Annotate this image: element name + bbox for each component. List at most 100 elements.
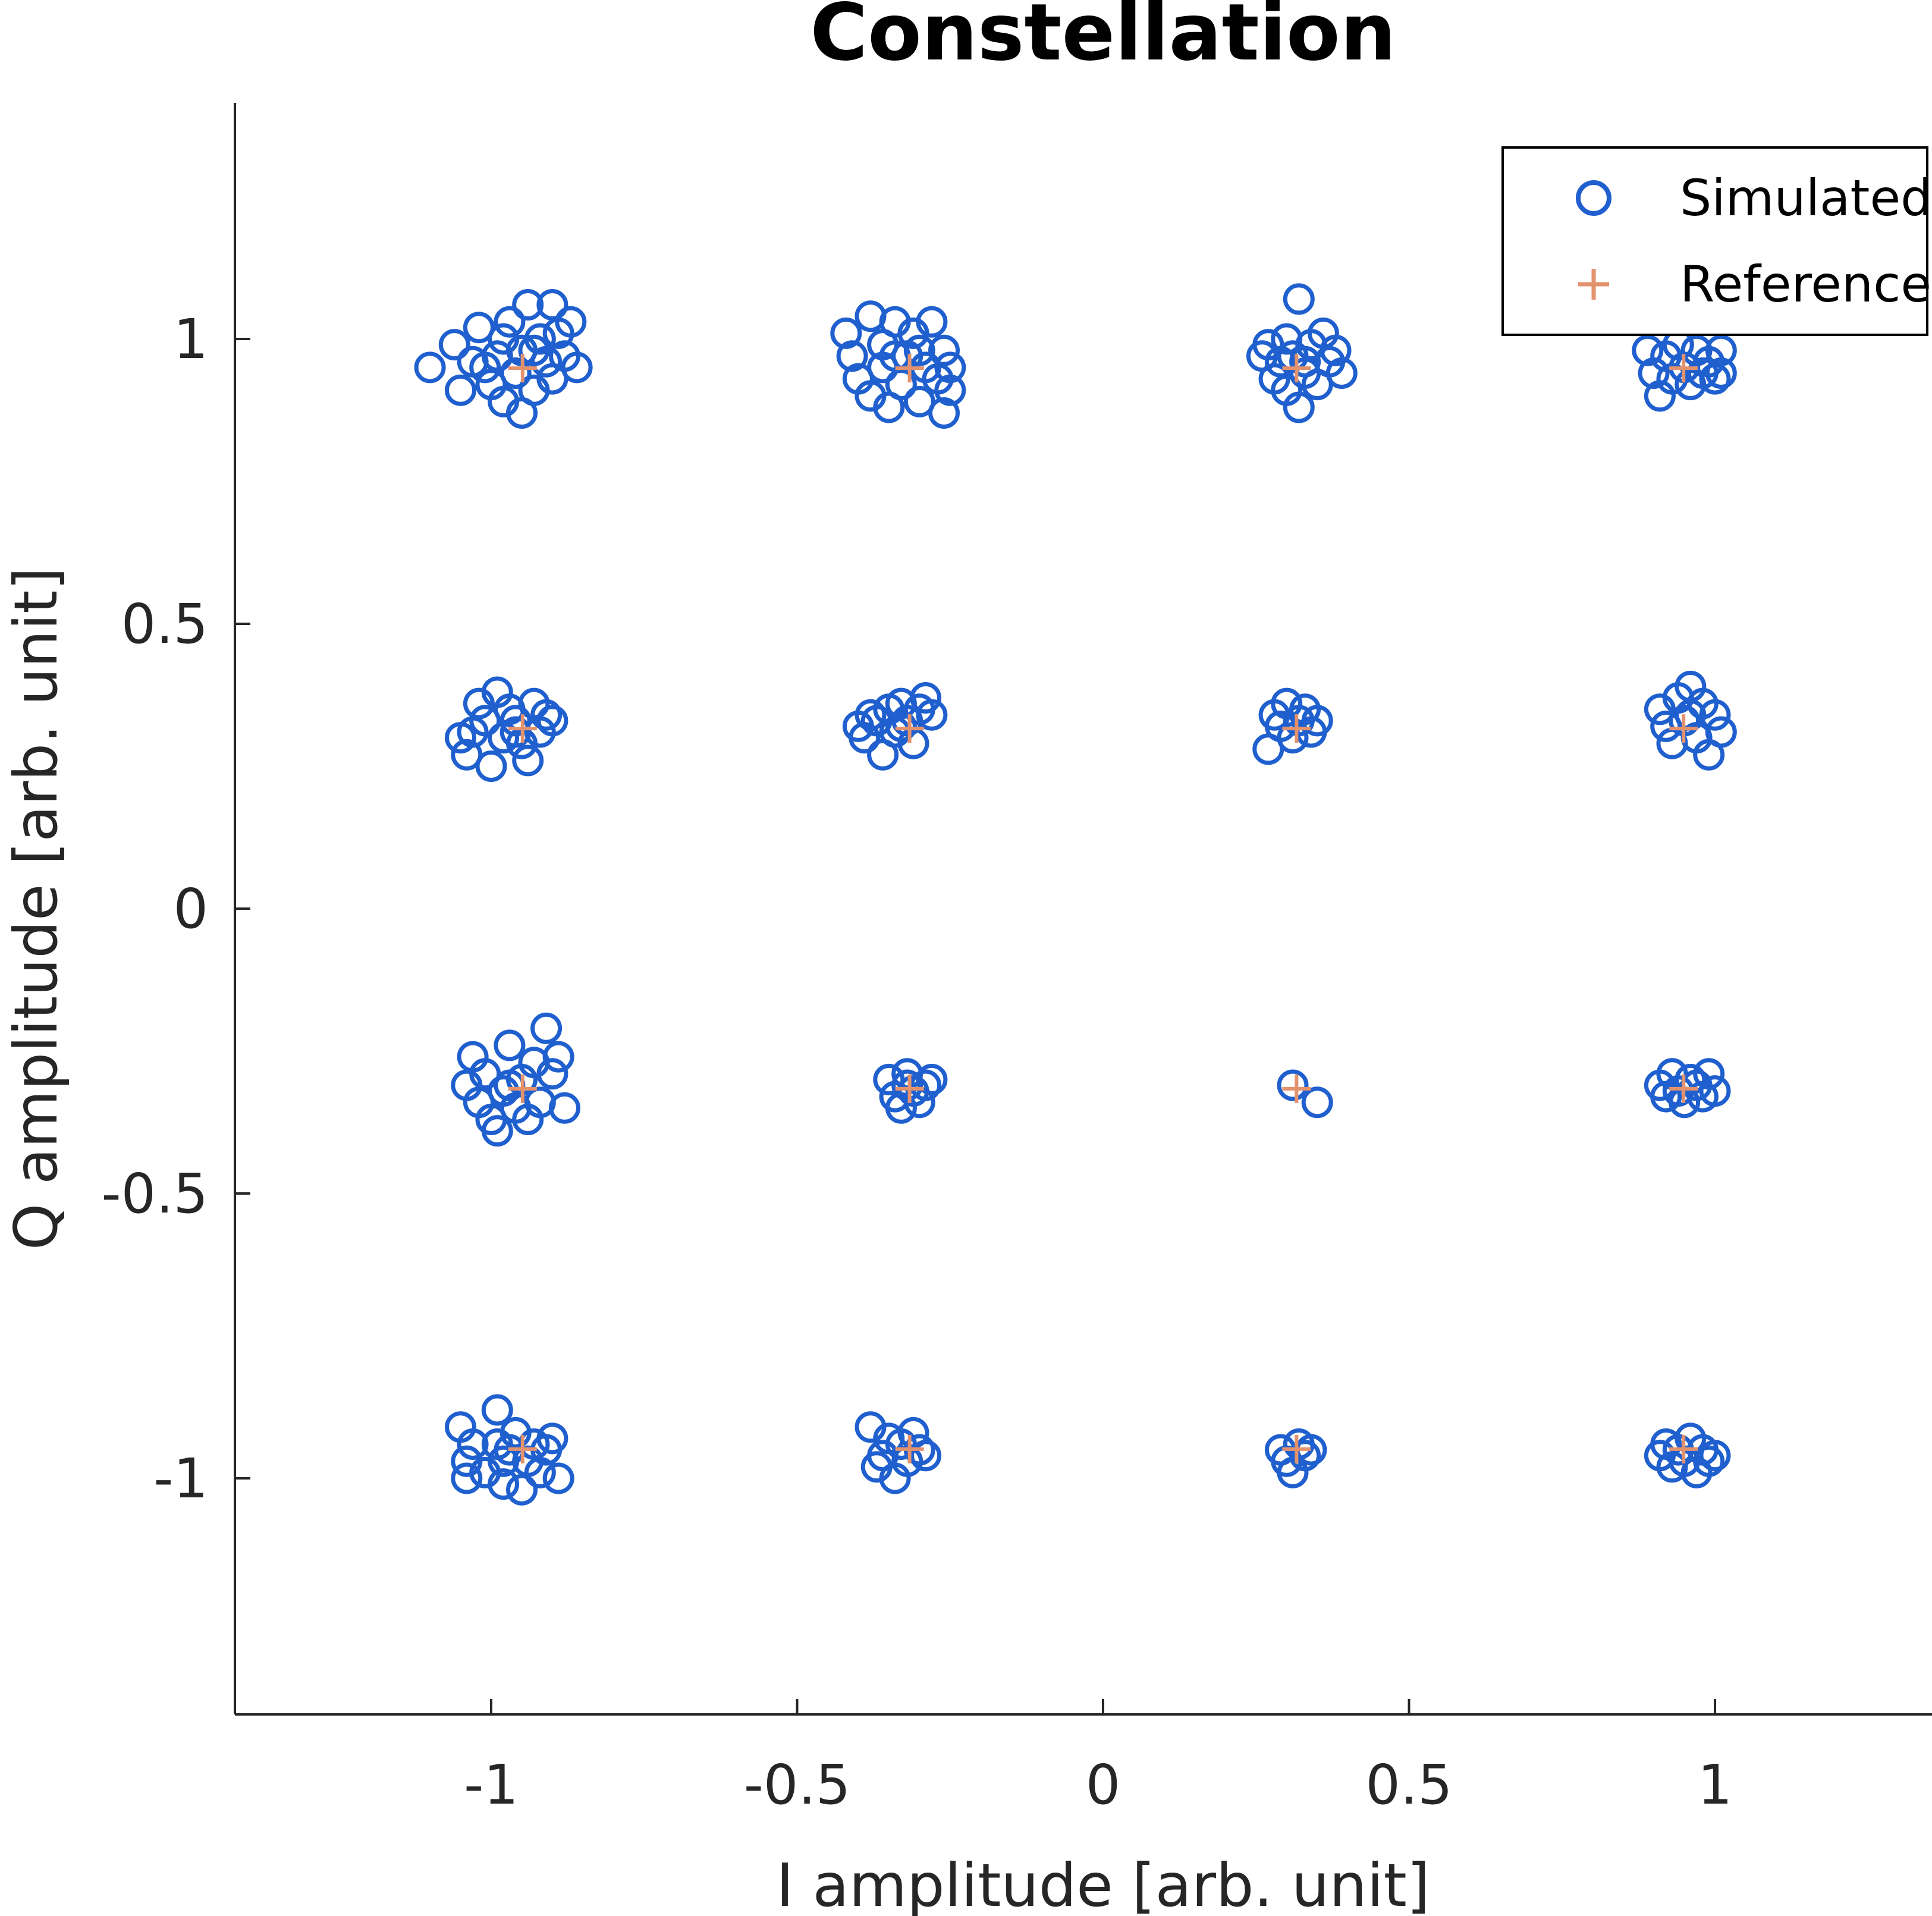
y-tick-label: -1 [153,1447,208,1510]
simulated-point [855,699,887,731]
simulated-point [451,1462,483,1494]
simulated-point [1693,1058,1725,1090]
simulated-point [494,306,526,338]
reference-point [1669,714,1698,743]
y-tick-label: 0.5 [121,592,208,656]
simulated-point [1705,716,1737,748]
simulated-point [494,1029,526,1061]
chart-title: Constellation [810,0,1396,78]
simulated-point [1705,357,1737,389]
simulated-point [518,334,550,366]
x-tick-label: -0.5 [744,1753,851,1817]
simulated-point [1289,345,1321,378]
y-tick-label: 0 [173,877,208,941]
simulated-point [530,1012,563,1044]
simulated-point [1632,334,1664,366]
reference-point [1282,714,1311,743]
simulated-point [512,745,544,777]
simulated-point [1283,283,1315,315]
simulated-point [1283,391,1315,423]
simulated-point [1699,363,1731,395]
simulated-point [561,351,593,384]
simulated-point [524,1456,556,1488]
x-tick-label: -1 [464,1753,519,1817]
simulated-point [549,1092,580,1124]
simulated-point [469,351,501,384]
simulated-point [1699,699,1731,731]
reference-point [508,1434,537,1463]
simulated-point [542,1462,574,1494]
simulated-point [414,351,446,384]
reference-point [1669,1434,1698,1463]
simulated-point [928,334,960,366]
simulated-point [536,1422,568,1455]
simulated-point [481,1394,513,1426]
reference-point [508,354,537,383]
legend: Simulated Reference [1501,146,1932,336]
simulated-point [1301,1086,1333,1119]
simulated-point [500,357,532,389]
axis-ticks: -1 -0.5 0 0.5 1 -1 -0.5 0 0.5 1 [101,307,1732,1817]
plot-area: -1 -0.5 0 0.5 1 -1 -0.5 0 0.5 1 [101,103,1932,1817]
legend-reference-label: Reference [1680,255,1931,313]
simulated-point [536,289,568,321]
simulated-point [536,705,568,737]
reference-point [508,714,537,743]
simulated-point [1699,1440,1731,1472]
reference-point [895,714,924,743]
simulated-point [1277,1069,1309,1101]
legend-simulated-marker [1576,180,1611,216]
reference-points [508,354,1698,1463]
simulated-point [928,397,960,429]
reference-point [508,1074,537,1103]
simulated-point [445,374,476,406]
simulated-point [910,1069,942,1101]
simulated-point [1699,1075,1731,1107]
y-tick-label: -0.5 [101,1162,208,1226]
simulated-point [1693,1445,1725,1477]
simulated-point [903,334,935,366]
simulated-point [506,1474,538,1506]
simulated-point [916,699,948,731]
simulated-point [830,317,862,349]
simulated-point [488,1468,520,1500]
simulated-point [934,374,966,406]
reference-point [895,1074,924,1103]
simulated-point [910,682,942,714]
legend-box [1501,146,1928,336]
simulated-point [934,351,966,384]
simulated-point [1325,357,1358,389]
reference-point [895,1434,924,1463]
simulated-point [488,323,520,355]
reference-point [1282,354,1311,383]
simulated-point [542,1041,574,1073]
simulated-point [457,1428,489,1460]
simulated-point [1705,334,1737,366]
simulated-point [916,306,948,338]
legend-simulated-label: Simulated [1680,169,1932,227]
simulated-point [475,750,507,782]
simulated-point [1289,1440,1321,1472]
x-tick-label: 0.5 [1365,1753,1452,1817]
legend-reference-marker [1578,269,1609,300]
simulated-point [836,340,868,372]
y-tick-label: 1 [173,307,208,371]
x-tick-label: 0 [1086,1753,1121,1817]
reference-point [1282,1074,1311,1103]
reference-point [1282,1434,1311,1463]
simulated-points [414,283,1737,1506]
x-axis-label: I amplitude [arb. unit] [776,1851,1430,1916]
reference-point [895,354,924,383]
simulated-point [885,369,917,401]
simulated-point [1301,705,1333,737]
simulated-point [1320,334,1352,366]
simulated-point [530,699,563,731]
simulated-point [481,1115,513,1147]
simulated-point [1277,722,1309,754]
simulated-point [885,710,917,742]
x-tick-label: 1 [1698,1753,1733,1817]
y-axis-label: Q amplitude [arb. unit] [1,567,71,1251]
reference-point [1669,1074,1698,1103]
simulated-point [891,1069,923,1101]
